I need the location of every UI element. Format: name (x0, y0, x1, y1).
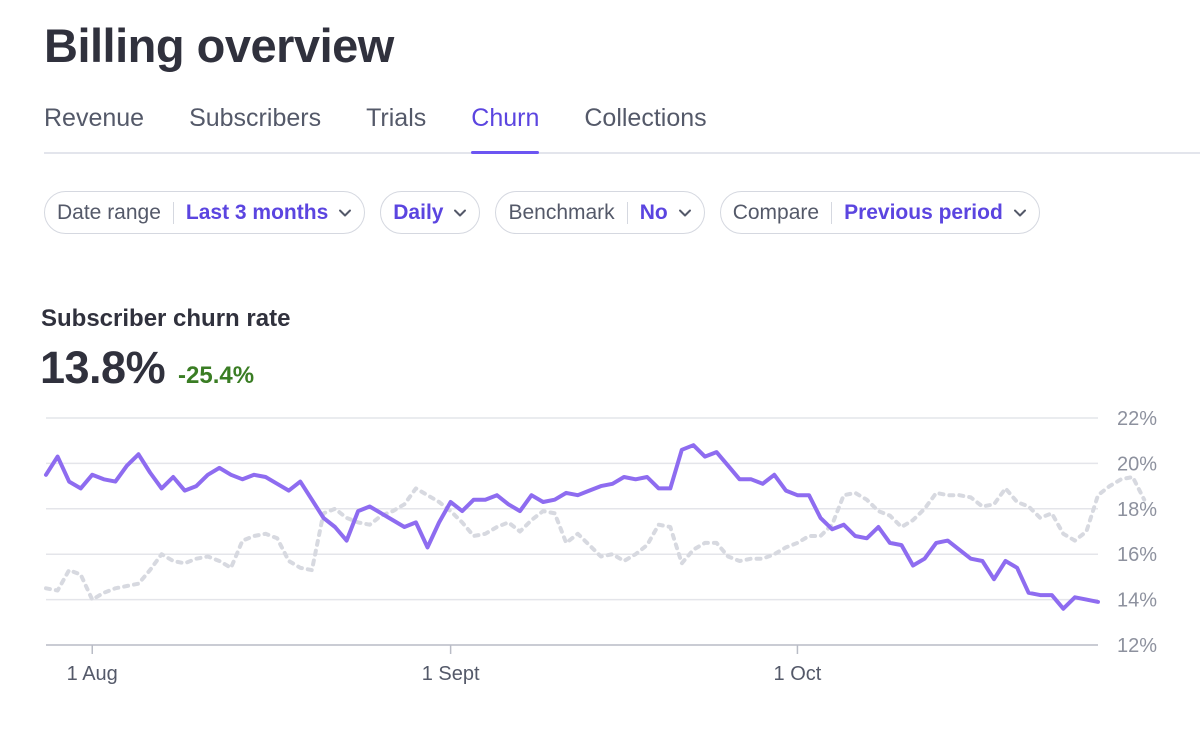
date-range-label: Date range (57, 200, 161, 224)
chevron-down-icon (1013, 208, 1027, 218)
benchmark-label: Benchmark (508, 200, 615, 224)
page-title: Billing overview (44, 19, 394, 72)
x-tick-label: 1 Oct (774, 663, 822, 685)
benchmark-filter[interactable]: Benchmark No (495, 191, 705, 234)
pill-divider (831, 201, 833, 224)
metric-value: 13.8% (40, 342, 166, 393)
x-tick-label: 1 Aug (67, 663, 118, 685)
current-period-line (44, 443, 1100, 611)
pill-divider (626, 201, 628, 224)
y-tick-label: 18% (1117, 499, 1157, 521)
chevron-down-icon (338, 208, 352, 218)
tab-revenue[interactable]: Revenue (44, 104, 145, 132)
compare-value: Previous period (844, 200, 1003, 224)
y-tick-label: 12% (1117, 635, 1157, 657)
y-tick-label: 16% (1117, 544, 1157, 566)
tab-collections[interactable]: Collections (584, 104, 707, 132)
date-range-filter[interactable]: Date range Last 3 months (44, 191, 366, 234)
metric-title: Subscriber churn rate (41, 305, 291, 332)
tab-churn[interactable]: Churn (471, 100, 540, 154)
tab-bar: Revenue Subscribers Trials Churn Collect… (44, 100, 1200, 154)
pill-divider (172, 201, 174, 224)
chevron-down-icon (453, 208, 467, 218)
tab-trials[interactable]: Trials (366, 104, 427, 132)
compare-label: Compare (732, 200, 820, 224)
y-tick-label: 14% (1117, 590, 1157, 612)
chevron-down-icon (678, 208, 692, 218)
y-tick-label: 20% (1117, 453, 1157, 475)
x-tick-label: 1 Sept (422, 663, 480, 685)
previous-period-line (44, 475, 1147, 602)
y-tick-label: 22% (1117, 408, 1157, 430)
interval-filter[interactable]: Daily (380, 191, 481, 234)
benchmark-value: No (639, 200, 668, 224)
date-range-value: Last 3 months (185, 200, 329, 224)
filter-bar: Date range Last 3 months Daily Benchmark… (44, 191, 1055, 234)
compare-filter[interactable]: Compare Previous period (719, 191, 1040, 234)
interval-value: Daily (393, 200, 444, 224)
metric-delta: -25.4% (178, 362, 255, 389)
tab-subscribers[interactable]: Subscribers (189, 104, 322, 132)
